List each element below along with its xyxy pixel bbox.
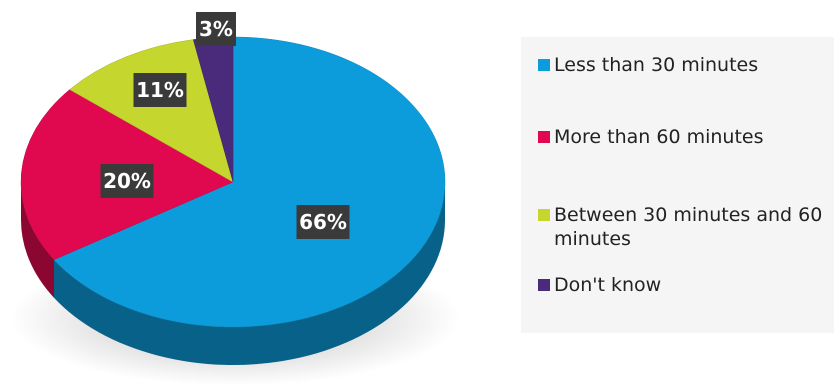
pie-slice (53, 36, 446, 328)
pie-labels: 66% 20% 11% 3% (100, 12, 350, 239)
data-label: 20% (100, 164, 154, 198)
legend-item: Don't know (538, 273, 828, 297)
legend-swatch (538, 59, 550, 71)
legend-label: Don't know (554, 274, 662, 296)
data-label-text: 66% (299, 210, 347, 234)
data-label: 11% (133, 73, 187, 107)
legend-label: Less than 30 minutes (554, 54, 759, 76)
legend-label: More than 60 minutes (554, 126, 764, 148)
data-label-box (296, 205, 350, 239)
data-label-box (100, 164, 154, 198)
data-label: 3% (196, 12, 236, 46)
pie-top (20, 36, 446, 328)
legend-item: More than 60 minutes (538, 125, 828, 149)
legend-item: Between 30 minutes and 60 minutes (538, 203, 828, 251)
legend-item: Less than 30 minutes (538, 53, 828, 77)
pie-chart: 66% 20% 11% 3% (10, 12, 460, 386)
pie-slice-side (54, 182, 446, 366)
data-label-text: 3% (199, 17, 233, 41)
pie-slice (69, 39, 234, 183)
legend-swatch (538, 279, 550, 291)
legend-label: Between 30 minutes and 60 minutes (554, 204, 823, 250)
data-label: 66% (296, 205, 350, 239)
legend: Less than 30 minutes More than 60 minute… (521, 37, 834, 333)
pie-side (21, 182, 446, 366)
pie-slice-side (21, 182, 55, 298)
data-label-box (133, 73, 187, 107)
data-label-box (196, 12, 236, 46)
legend-swatch (538, 209, 550, 221)
data-label-text: 20% (103, 169, 151, 193)
data-label-text: 11% (136, 78, 184, 102)
legend-swatch (538, 131, 550, 143)
